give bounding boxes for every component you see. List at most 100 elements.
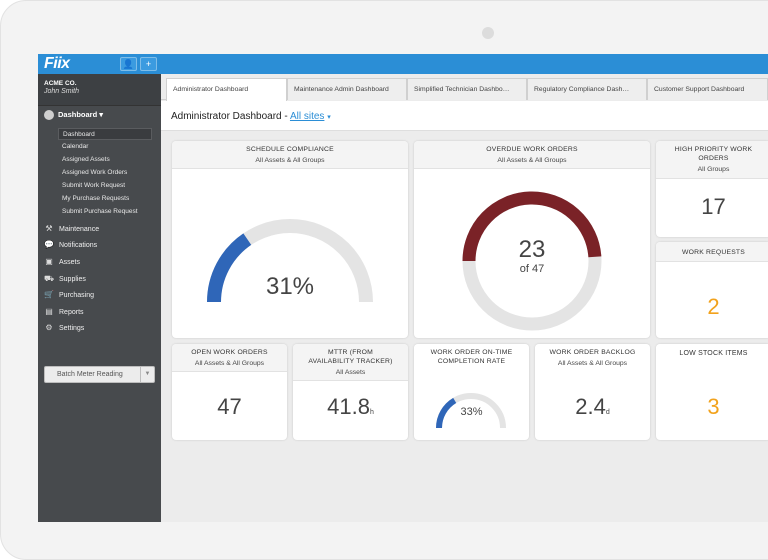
low-stock-value: 3	[707, 394, 720, 419]
card-title-line1: HIGH PRIORITY WORK	[674, 146, 753, 153]
low-stock-items-card[interactable]: LOW STOCK ITEMS 3	[656, 344, 768, 440]
open-work-orders-value: 47	[217, 394, 242, 419]
wrench-icon: ⚒	[45, 224, 53, 233]
schedule-compliance-value: 31%	[265, 273, 315, 300]
ring-fill	[462, 191, 602, 262]
card-subtitle: All Assets	[335, 369, 366, 376]
sidebar-item-assets[interactable]: ▣ Assets	[44, 255, 80, 269]
sidebar-item-label: Assets	[59, 259, 81, 266]
card-title-line2: ORDERS	[698, 155, 729, 162]
chevron-down-icon[interactable]: ▼	[140, 367, 154, 382]
card-subtitle: All Assets & All Groups	[255, 157, 325, 164]
sidebar-item-assigned-assets[interactable]: Assigned Assets	[62, 156, 110, 163]
batch-label: Batch Meter Reading	[57, 371, 123, 378]
open-work-orders-card[interactable]: OPEN WORK ORDERS All Assets & All Groups…	[172, 344, 287, 440]
card-title-line1: WORK ORDER ON-TIME	[430, 349, 513, 356]
on-time-completion-card[interactable]: WORK ORDER ON-TIME COMPLETION RATE 33%	[414, 344, 529, 440]
card-title-line1: MTTR (FROM	[327, 349, 374, 356]
schedule-gauge	[207, 219, 373, 303]
sidebar-item-label: Maintenance	[59, 226, 100, 233]
gauge-fill	[207, 233, 252, 303]
sidebar-item-label: Reports	[59, 309, 84, 316]
card-subtitle: All Assets & All Groups	[497, 157, 567, 164]
sidebar-section-dashboard[interactable]: Dashboard ▾	[44, 110, 103, 121]
tab-customer-support-dashboard[interactable]: Customer Support Dashboard	[647, 78, 768, 100]
card-title-line2: COMPLETION RATE	[437, 358, 506, 365]
sidebar-item-label: Supplies	[59, 276, 86, 283]
mttr-value: 41.8	[327, 394, 370, 419]
sidebar-item-submit-work-request[interactable]: Submit Work Request	[62, 182, 126, 189]
backlog-value-wrap: 2.4d	[535, 394, 650, 420]
sidebar-item-label: Notifications	[59, 242, 98, 249]
sidebar: ACME CO. John Smith Dashboard ▾ Dashboar…	[38, 74, 161, 522]
chevron-down-icon[interactable]: ▾	[327, 114, 331, 121]
card-title: LOW STOCK ITEMS	[679, 350, 748, 357]
main-content: Administrator Dashboard Maintenance Admi…	[161, 74, 768, 522]
mttr-card[interactable]: MTTR (FROM AVAILABILITY TRACKER) All Ass…	[293, 344, 408, 440]
high-priority-work-orders-card[interactable]: HIGH PRIORITY WORK ORDERS All Groups 17	[656, 141, 768, 237]
truck-icon: ⛟	[44, 274, 55, 283]
backlog-unit: d	[605, 409, 610, 416]
sidebar-item-dashboard[interactable]: Dashboard	[58, 128, 152, 140]
card-header: WORK ORDER ON-TIME COMPLETION RATE	[414, 344, 529, 368]
sidebar-item-notifications[interactable]: 💬 Notifications	[44, 238, 97, 252]
sidebar-item-maintenance[interactable]: ⚒ Maintenance	[44, 222, 99, 236]
card-header: HIGH PRIORITY WORK ORDERS All Groups	[656, 141, 768, 179]
sidebar-item-assigned-work-orders[interactable]: Assigned Work Orders	[62, 169, 128, 176]
cart-icon: 🛒	[44, 290, 54, 299]
on-time-gauge	[436, 393, 506, 429]
page-title: Administrator Dashboard - All sites ▾	[171, 111, 331, 122]
sidebar-item-label: Settings	[59, 325, 85, 332]
card-header: MTTR (FROM AVAILABILITY TRACKER) All Ass…	[293, 344, 408, 381]
sidebar-item-my-purchase-requests[interactable]: My Purchase Requests	[62, 195, 130, 202]
add-button[interactable]: +	[140, 57, 157, 71]
batch-meter-reading-button[interactable]: Batch Meter Reading ▼	[44, 366, 155, 383]
chat-icon: 💬	[44, 240, 54, 249]
page-title-text: Administrator Dashboard -	[171, 111, 288, 122]
backlog-value: 2.4	[575, 394, 606, 419]
dashboard-icon	[44, 110, 54, 121]
overdue-count: 23	[518, 236, 546, 263]
sidebar-item-reports[interactable]: ▤ Reports	[44, 305, 84, 319]
overdue-ring	[462, 191, 602, 331]
sidebar-item-calendar[interactable]: Calendar	[62, 143, 89, 150]
on-time-value: 33%	[460, 406, 483, 418]
user-menu-button[interactable]: 👤	[120, 57, 137, 71]
tab-regulatory-compliance-dashboard[interactable]: Regulatory Compliance Dash…	[527, 78, 647, 100]
card-subtitle: All Groups	[697, 166, 730, 173]
work-requests-value: 2	[707, 294, 720, 319]
account-info[interactable]: ACME CO. John Smith	[38, 74, 161, 106]
sidebar-item-supplies[interactable]: ⛟ Supplies	[44, 272, 86, 286]
dashboard-header: Administrator Dashboard - All sites ▾	[161, 101, 768, 131]
mttr-value-wrap: 41.8h	[293, 394, 408, 420]
card-title: OPEN WORK ORDERS	[191, 349, 268, 356]
work-order-backlog-card[interactable]: WORK ORDER BACKLOG All Assets & All Grou…	[535, 344, 650, 440]
tab-administrator-dashboard[interactable]: Administrator Dashboard	[166, 78, 287, 101]
company-name: ACME CO.	[44, 80, 77, 87]
card-header: OPEN WORK ORDERS All Assets & All Groups	[172, 344, 287, 372]
overdue-work-orders-card[interactable]: OVERDUE WORK ORDERS All Assets & All Gro…	[414, 141, 650, 338]
card-header: OVERDUE WORK ORDERS All Assets & All Gro…	[414, 141, 650, 169]
top-bar	[38, 54, 768, 74]
sidebar-item-settings[interactable]: ⚙ Settings	[44, 321, 84, 335]
card-title: OVERDUE WORK ORDERS	[486, 146, 578, 153]
mttr-unit: h	[369, 409, 374, 416]
card-header: SCHEDULE COMPLIANCE All Assets & All Gro…	[172, 141, 408, 169]
tab-maintenance-admin-dashboard[interactable]: Maintenance Admin Dashboard	[287, 78, 407, 100]
user-name: John Smith	[44, 88, 80, 95]
card-title-line2: AVAILABILITY TRACKER)	[308, 358, 393, 365]
card-title: WORK REQUESTS	[681, 249, 746, 256]
work-requests-card[interactable]: WORK REQUESTS 2	[656, 242, 768, 338]
sidebar-item-label: Purchasing	[59, 292, 95, 299]
card-header: WORK ORDER BACKLOG All Assets & All Grou…	[535, 344, 650, 372]
cube-icon: ▣	[45, 257, 53, 266]
gear-icon: ⚙	[45, 323, 53, 332]
card-title: SCHEDULE COMPLIANCE	[246, 146, 334, 153]
site-selector-link[interactable]: All sites	[289, 111, 325, 122]
sidebar-item-purchasing[interactable]: 🛒 Purchasing	[44, 288, 94, 302]
schedule-compliance-card[interactable]: SCHEDULE COMPLIANCE All Assets & All Gro…	[172, 141, 408, 338]
sidebar-item-submit-purchase-request[interactable]: Submit Purchase Request	[62, 208, 138, 215]
tab-simplified-technician-dashboard[interactable]: Simplified Technician Dashbo…	[407, 78, 527, 100]
card-subtitle: All Assets & All Groups	[194, 360, 265, 367]
card-title: WORK ORDER BACKLOG	[549, 349, 636, 356]
